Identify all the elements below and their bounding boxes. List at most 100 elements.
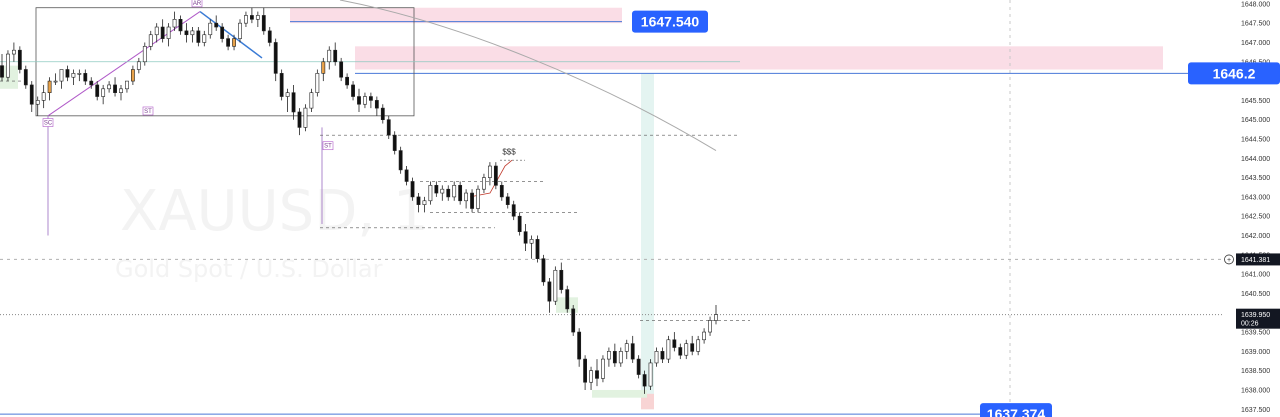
candle: [380, 104, 385, 124]
candle: [250, 7, 254, 24]
candle-body: [184, 30, 189, 36]
price-tick-label: 1644.000: [1241, 156, 1270, 163]
candle: [297, 108, 302, 136]
candle-body: [6, 53, 10, 78]
candle-body: [261, 15, 266, 32]
candle-body: [374, 100, 379, 109]
candle: [440, 185, 445, 201]
candle: [690, 335, 695, 356]
candle: [464, 189, 469, 209]
candle-body: [255, 15, 260, 20]
candle-body: [267, 30, 272, 43]
candle: [416, 193, 421, 213]
candle-body: [363, 96, 367, 105]
candle-body: [690, 343, 695, 352]
price-tick-label: 1647.500: [1241, 21, 1270, 28]
price-tag: [1188, 62, 1280, 85]
price-badge-text: 1641.381: [1241, 257, 1270, 264]
price-tags: +1641.381 1639.950 00:26 1647.540 1646.2 1637…: [632, 10, 1280, 417]
candle-body: [493, 165, 498, 186]
candle: [714, 305, 718, 325]
wyckoff-label: SC: [44, 121, 53, 127]
candle-body: [357, 96, 361, 105]
reference-lines: [0, 0, 1222, 417]
candle-body: [131, 69, 135, 82]
candle: [630, 335, 635, 363]
candle-body: [470, 192, 474, 209]
candle-body: [553, 269, 558, 302]
candle-body: [565, 289, 570, 310]
candle-body: [612, 351, 617, 364]
candle: [148, 30, 153, 51]
candle: [53, 73, 58, 85]
candle: [17, 46, 22, 74]
candle-body: [559, 269, 564, 290]
candle: [648, 359, 653, 390]
candle: [214, 15, 219, 31]
candle: [303, 104, 308, 132]
candle: [404, 166, 409, 186]
price-tick-label: 1638.000: [1241, 387, 1270, 394]
candle: [624, 339, 629, 360]
candle-body: [487, 165, 492, 178]
candle: [684, 339, 689, 360]
candle-body: [398, 150, 403, 171]
candle-body: [41, 92, 46, 101]
candle-body: [440, 188, 445, 194]
last-price-badge: [1236, 308, 1280, 329]
candle-body: [315, 73, 320, 93]
candle-body: [35, 100, 40, 105]
candle-body: [630, 343, 635, 360]
candle-body: [0, 65, 4, 78]
candle: [612, 343, 617, 367]
candle: [672, 332, 677, 352]
candle: [654, 347, 659, 367]
candle: [119, 84, 123, 101]
candle-body: [214, 22, 219, 28]
candle-body: [190, 30, 195, 36]
candle-body: [446, 188, 451, 198]
candle: [571, 305, 576, 336]
candle: [125, 80, 129, 93]
candle: [160, 19, 165, 43]
candle-body: [101, 88, 106, 97]
candle: [279, 69, 284, 101]
candle-body: [178, 19, 183, 32]
supply-zone-lower: [355, 46, 1163, 70]
price-tick-label: 1644.500: [1241, 137, 1270, 144]
candle-body: [642, 374, 647, 387]
candle-body: [458, 185, 463, 202]
candle: [244, 11, 248, 28]
candle: [487, 162, 492, 186]
candle: [511, 200, 516, 221]
candle: [678, 343, 683, 360]
candle-body: [452, 185, 457, 198]
candle-body: [702, 331, 707, 341]
candle-body: [345, 76, 350, 86]
wyckoff-label-box: [42, 118, 54, 127]
candle: [208, 19, 213, 39]
candle-body: [172, 19, 177, 28]
candle-body: [17, 49, 22, 70]
entry-column: [641, 73, 654, 410]
candle: [226, 34, 231, 51]
candle-body: [226, 38, 231, 47]
price-tick-label: 1642.500: [1241, 214, 1270, 221]
candle-body: [380, 107, 385, 120]
candle-body: [125, 80, 129, 90]
add-alert-plus: +: [1227, 257, 1231, 264]
candle-body: [166, 26, 171, 39]
candle-body: [53, 80, 58, 83]
price-tick-label: 1641.000: [1241, 272, 1270, 279]
candle-body: [279, 73, 284, 97]
candle: [315, 69, 320, 97]
candle: [541, 254, 546, 286]
price-tag: [632, 10, 708, 33]
price-tick-label: 1637.500: [1241, 407, 1270, 414]
candle-body: [232, 38, 236, 47]
candle: [59, 69, 64, 89]
candle: [351, 81, 355, 101]
candle: [142, 42, 147, 66]
candle-body: [476, 188, 480, 209]
